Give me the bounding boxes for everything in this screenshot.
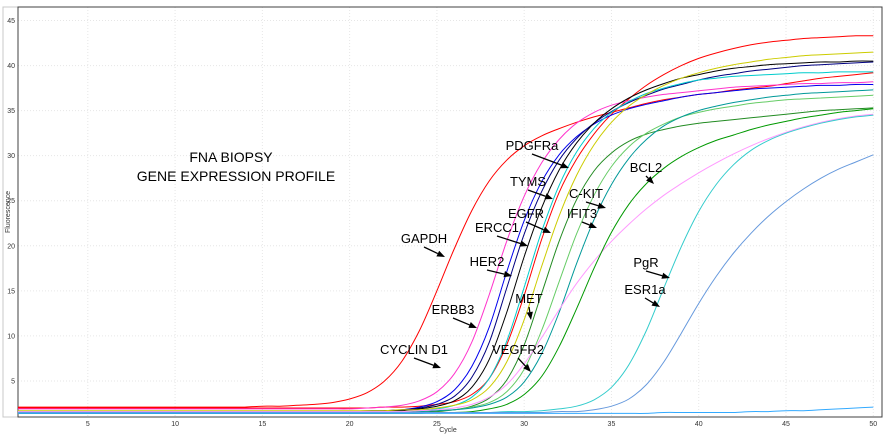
x-axis-ticks: 5 10 15 20 25 30 35 40 45 50 — [86, 421, 877, 428]
x-tick-label: 50 — [869, 421, 877, 428]
annotation-arrow-head — [544, 193, 553, 200]
y-tick-label: 45 — [7, 18, 15, 25]
gene-label-erbb3: ERBB3 — [432, 302, 475, 317]
gene-label-bcl2: BCL2 — [630, 160, 663, 175]
amplification-curve-16 — [18, 406, 874, 414]
gene-label-met: MET — [515, 291, 543, 306]
y-tick-label: 40 — [7, 63, 15, 70]
x-tick-label: 35 — [608, 421, 616, 428]
annotation-arrow-head — [519, 240, 528, 247]
annotation-arrow-line — [413, 357, 434, 366]
annotation-arrow-line — [517, 357, 527, 367]
annotation-arrow-line — [525, 221, 544, 231]
gene-label-egfr: EGFR — [508, 206, 544, 221]
annotation-arrow-head — [651, 300, 660, 307]
x-tick-label: 25 — [433, 421, 441, 428]
annotation-arrow-line — [531, 153, 562, 166]
annotation-arrow-line — [581, 221, 590, 226]
gene-label-ifit3: IFIT3 — [567, 206, 597, 221]
y-tick-label: 15 — [7, 288, 15, 295]
y-axis-ticks: 5 10 15 20 25 30 35 40 45 — [7, 18, 15, 385]
annotation-arrow-line — [496, 235, 521, 245]
gene-label-pgr: PgR — [633, 255, 658, 270]
chart-title-line-1: FNA BIOPSY — [189, 149, 273, 165]
plot-area-border — [17, 6, 883, 418]
x-tick-label: 30 — [520, 421, 528, 428]
annotation-arrow-line — [645, 175, 649, 179]
annotation-arrow-line — [527, 189, 546, 197]
annotation-arrow-head — [526, 311, 533, 320]
annotation-arrow-head — [436, 250, 445, 257]
gridlines — [18, 7, 882, 417]
x-tick-label: 10 — [171, 421, 179, 428]
y-tick-label: 25 — [7, 198, 15, 205]
gene-label-her2: HER2 — [470, 254, 505, 269]
annotation-arrow-head — [523, 364, 531, 372]
amplification-curve-8 — [17, 51, 874, 412]
annotation-arrow-line — [645, 270, 663, 277]
chart-title-line-2: GENE EXPRESSION PROFILE — [137, 168, 335, 184]
annotation-arrow-line — [452, 317, 470, 326]
amplification-curves — [17, 35, 874, 414]
annotation-arrow-line — [528, 306, 531, 313]
annotation-arrow-head — [503, 271, 512, 278]
gene-label-ercc1: ERCC1 — [475, 220, 519, 235]
y-tick-label: 5 — [11, 378, 15, 385]
annotation-arrow-head — [542, 226, 551, 233]
y-tick-label: 35 — [7, 108, 15, 115]
annotation-arrow-head — [560, 162, 569, 169]
annotation-arrow-line — [486, 269, 505, 275]
x-tick-label: 15 — [258, 421, 266, 428]
y-tick-label: 10 — [7, 333, 15, 340]
x-tick-label: 5 — [86, 421, 90, 428]
annotation-arrows — [413, 153, 670, 372]
amplification-curve-1 — [18, 72, 874, 408]
y-axis-title: Fluorescence — [5, 191, 12, 233]
gene-label-vegfr2: VEGFR2 — [492, 342, 544, 357]
amplification-curve-15 — [18, 154, 874, 414]
annotation-arrow-line — [585, 201, 599, 207]
x-tick-label: 40 — [695, 421, 703, 428]
y-tick-label: 30 — [7, 153, 15, 160]
gene-label-gapdh: GAPDH — [401, 231, 447, 246]
x-tick-label: 45 — [782, 421, 790, 428]
annotation-arrow-line — [423, 246, 439, 255]
gene-label-esr1a: ESR1a — [624, 282, 666, 297]
amplification-curve-3 — [18, 81, 874, 410]
annotation-arrow-line — [644, 297, 654, 304]
amplification-curve-12 — [18, 113, 874, 413]
gene-label-tyms: TYMS — [510, 174, 546, 189]
annotation-arrow-head — [588, 222, 597, 228]
annotation-arrow-head — [432, 362, 441, 369]
annotation-arrow-head — [661, 272, 670, 279]
gene-label-c-kit: C-KIT — [569, 186, 603, 201]
annotation-labels: PDGFRa TYMS C-KIT BCL2 EGFR IFIT3 ERCC1 GAPDH HE… — [380, 138, 666, 357]
annotation-arrow-head — [646, 176, 654, 184]
annotation-arrow-head — [597, 202, 606, 209]
x-axis-title: Cycle — [439, 427, 457, 434]
x-tick-label: 20 — [346, 421, 354, 428]
amplification-curve-2 — [18, 35, 874, 409]
gene-label-cyclin-d1: CYCLIN D1 — [380, 342, 448, 357]
y-tick-label: 20 — [7, 243, 15, 250]
annotation-arrow-head — [468, 322, 477, 328]
gene-label-pdgfra: PDGFRa — [506, 138, 560, 153]
